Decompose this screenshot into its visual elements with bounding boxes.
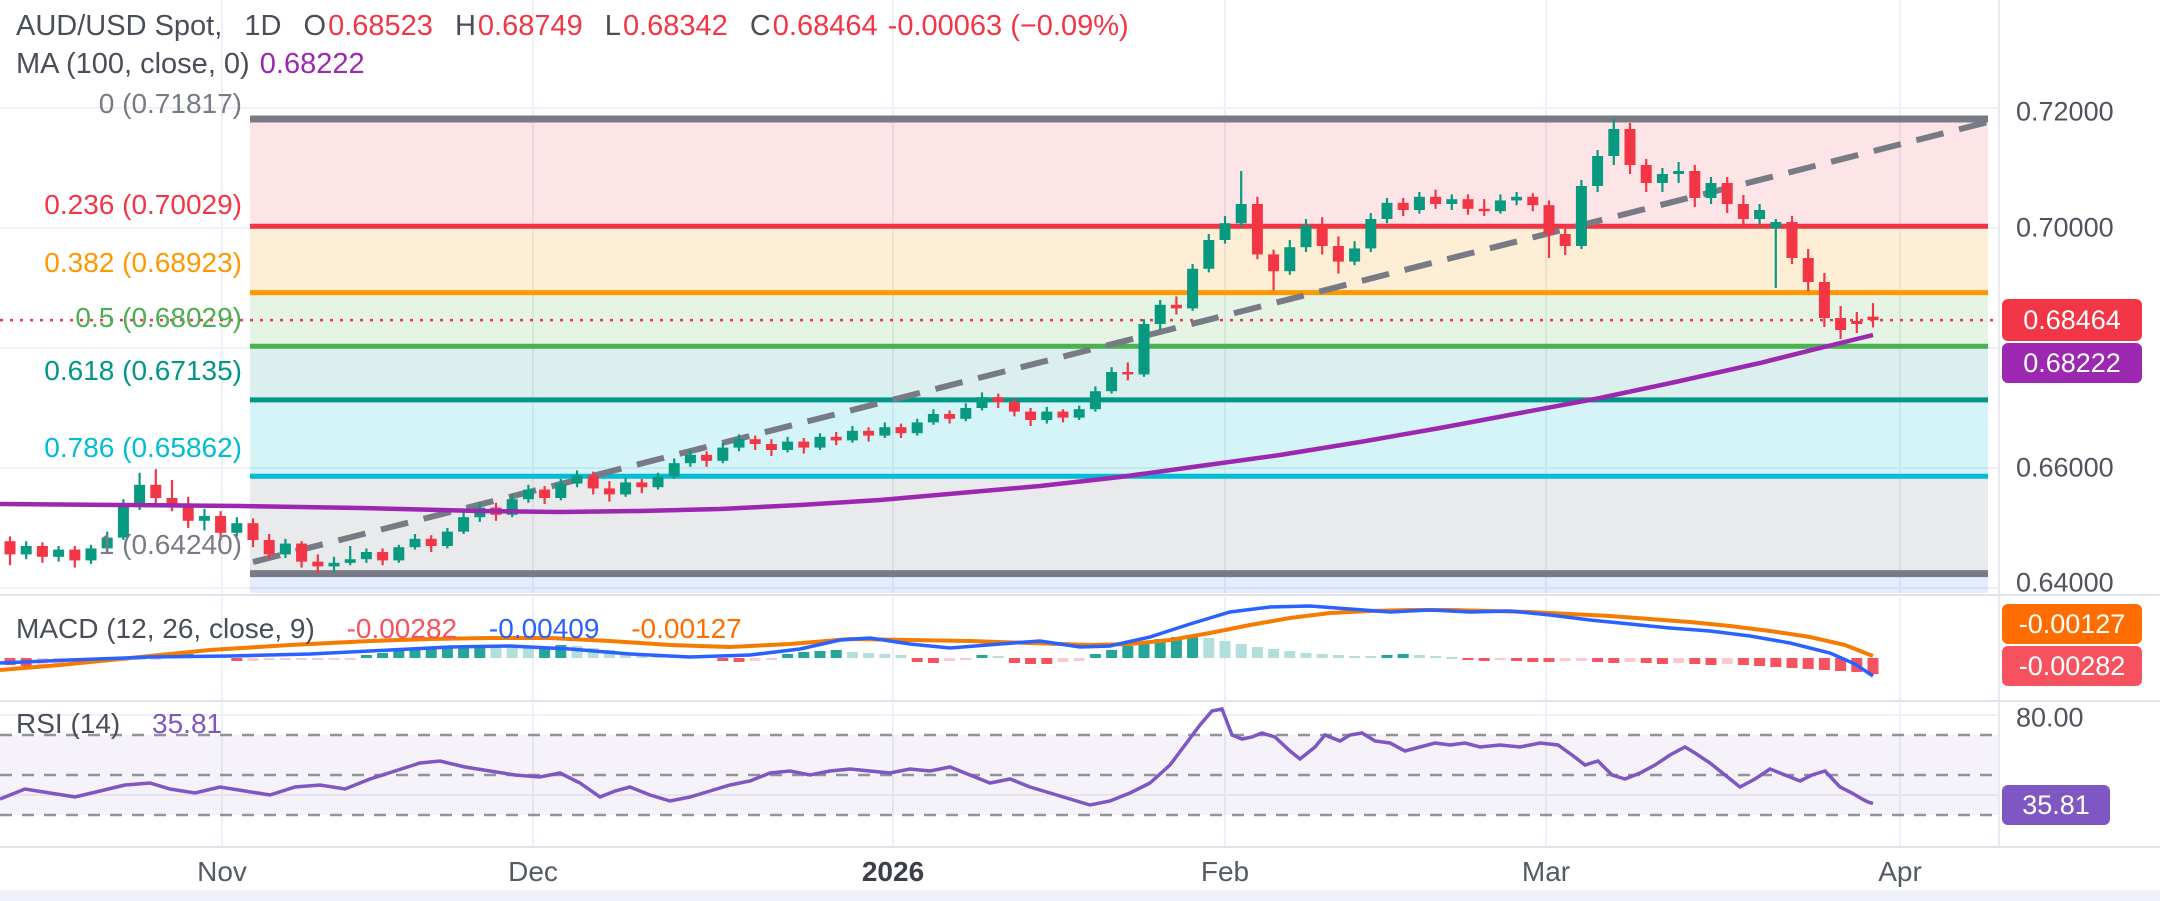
high-key: H <box>454 10 476 42</box>
rsi-line <box>0 706 1874 807</box>
fib-label-0[interactable]: 0 (0.71817) <box>98 88 242 119</box>
rsi-legend[interactable]: RSI (14) 35.81 <box>16 708 222 740</box>
last-price-badge: 0.68464 <box>2002 299 2142 341</box>
price-tick-072: 0.72000 <box>2016 96 2114 127</box>
price-tick-064: 0.64000 <box>2016 567 2114 598</box>
fib-label-0618[interactable]: 0.618 (0.67135) <box>44 355 242 386</box>
price-tick-070: 0.70000 <box>2016 212 2114 243</box>
ma-value: 0.68222 <box>259 48 365 80</box>
rsi-tick-80: 80.00 <box>2016 702 2084 733</box>
open-key: O <box>303 10 327 42</box>
ma-value-badge: 0.68222 <box>2002 343 2142 383</box>
open-value: 0.68523 <box>328 10 433 42</box>
rsi-pane[interactable] <box>0 706 1998 817</box>
ma-legend[interactable]: MA (100, close, 0) 0.68222 <box>16 48 365 81</box>
macd-hist-badge: -0.00282 <box>2002 646 2142 686</box>
macd-signal-badge: -0.00127 <box>2002 604 2142 644</box>
high-value: 0.68749 <box>477 10 583 42</box>
trend-line[interactable] <box>252 119 1989 565</box>
fib-label-0382[interactable]: 0.382 (0.68923) <box>44 247 242 278</box>
symbol-name[interactable]: AUD/USD Spot, <box>16 10 223 42</box>
time-tick-dec: Dec <box>508 856 558 887</box>
change-value: -0.00063 (−0.09%) <box>887 10 1129 42</box>
symbol-legend[interactable]: AUD/USD Spot, 1D O0.68523 H0.68749 L0.68… <box>16 10 1129 43</box>
interval-label[interactable]: 1D <box>244 10 282 42</box>
ma-100-line[interactable] <box>0 332 1874 515</box>
fib-label-0236[interactable]: 0.236 (0.70029) <box>44 189 242 220</box>
rsi-label: RSI (14) <box>16 708 121 739</box>
fib-label-0786[interactable]: 0.786 (0.65862) <box>44 432 242 463</box>
time-tick-feb: Feb <box>1200 856 1250 887</box>
low-key: L <box>604 10 621 42</box>
time-tick-nov: Nov <box>197 856 247 887</box>
low-value: 0.68342 <box>622 10 728 42</box>
close-key: C <box>749 10 771 42</box>
time-tick-apr: Apr <box>1878 856 1922 887</box>
macd-line-value: -0.00409 <box>488 613 600 644</box>
rsi-value-badge: 35.81 <box>2002 785 2110 825</box>
fib-retracement[interactable] <box>250 115 1988 593</box>
macd-signal-line <box>0 608 1874 672</box>
close-value: 0.68464 <box>772 10 878 42</box>
macd-label: MACD (12, 26, close, 9) <box>16 613 315 644</box>
macd-hist-value: -0.00282 <box>346 613 458 644</box>
macd-legend[interactable]: MACD (12, 26, close, 9) -0.00282 -0.0040… <box>16 613 742 645</box>
ma-label: MA (100, close, 0) <box>16 48 250 80</box>
fib-label-1[interactable]: 1 (0.64240) <box>98 529 242 560</box>
macd-signal-value: -0.00127 <box>631 613 742 644</box>
time-tick-2026: 2026 <box>861 856 925 887</box>
macd-pane[interactable] <box>0 604 1879 678</box>
fib-label-05[interactable]: 0.5 (0.68029) <box>75 302 242 333</box>
candlestick-series[interactable] <box>4 118 1879 574</box>
price-tick-066: 0.66000 <box>2016 452 2114 483</box>
macd-line <box>0 604 1874 678</box>
time-tick-mar: Mar <box>1521 856 1571 887</box>
rsi-value: 35.81 <box>152 708 223 739</box>
